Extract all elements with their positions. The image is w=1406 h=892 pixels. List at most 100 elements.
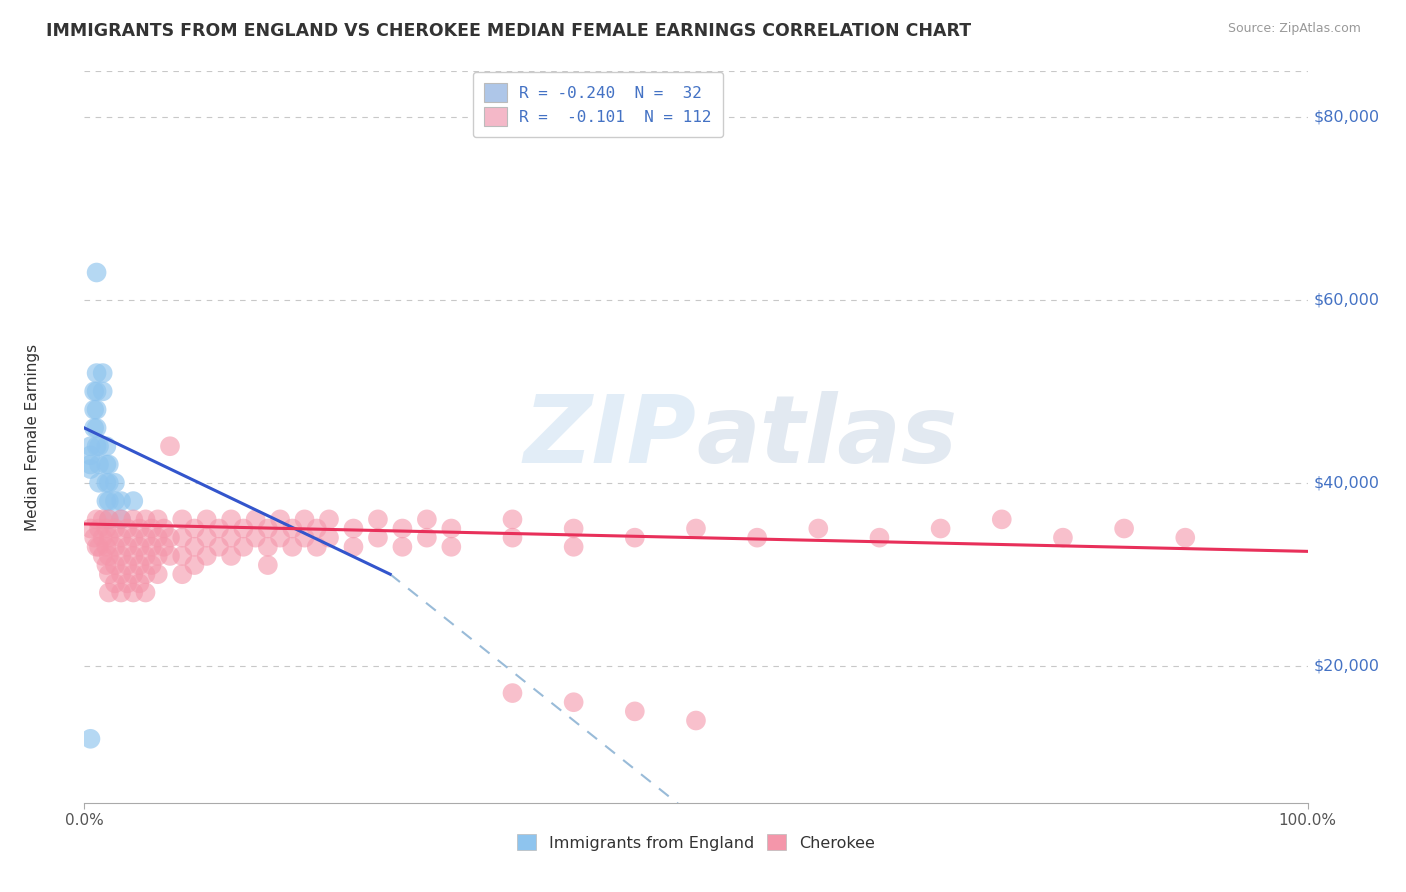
Point xyxy=(624,531,647,545)
Point xyxy=(96,475,118,490)
Point xyxy=(97,512,120,526)
Point xyxy=(391,540,413,554)
Point xyxy=(128,540,150,554)
Point xyxy=(281,521,304,535)
Point xyxy=(141,521,163,535)
Point xyxy=(86,384,108,399)
Point xyxy=(87,521,110,535)
Point xyxy=(87,540,110,554)
Point xyxy=(929,521,952,535)
Point xyxy=(245,531,267,545)
Point xyxy=(208,521,231,535)
Point xyxy=(83,402,105,417)
Text: $20,000: $20,000 xyxy=(1313,658,1379,673)
Point xyxy=(91,549,114,563)
Point xyxy=(86,540,108,554)
Point xyxy=(97,549,120,563)
Point xyxy=(172,567,194,582)
Point xyxy=(104,475,127,490)
Point xyxy=(440,521,463,535)
Point xyxy=(86,402,108,417)
Text: $80,000: $80,000 xyxy=(1313,110,1379,125)
Point xyxy=(141,540,163,554)
Point xyxy=(1174,531,1197,545)
Point xyxy=(86,366,108,380)
Point xyxy=(96,540,118,554)
Point xyxy=(104,494,127,508)
Point xyxy=(146,512,169,526)
Text: $40,000: $40,000 xyxy=(1313,475,1379,491)
Point xyxy=(87,439,110,453)
Point xyxy=(115,576,138,591)
Point xyxy=(624,705,647,719)
Point xyxy=(122,531,145,545)
Point xyxy=(79,439,101,453)
Point xyxy=(83,531,105,545)
Point xyxy=(96,558,118,573)
Text: $60,000: $60,000 xyxy=(1313,293,1379,308)
Point xyxy=(122,567,145,582)
Point xyxy=(122,585,145,599)
Point xyxy=(146,567,169,582)
Point xyxy=(172,512,194,526)
Point xyxy=(97,512,120,526)
Point xyxy=(122,549,145,563)
Point xyxy=(159,549,181,563)
Point xyxy=(502,512,524,526)
Point xyxy=(115,540,138,554)
Point xyxy=(86,512,108,526)
Point xyxy=(257,558,280,573)
Point xyxy=(135,512,157,526)
Point xyxy=(342,540,364,554)
Point xyxy=(79,731,101,746)
Point xyxy=(115,558,138,573)
Point xyxy=(97,531,120,545)
Point xyxy=(110,585,132,599)
Point xyxy=(97,585,120,599)
Point xyxy=(110,512,132,526)
Point xyxy=(97,567,120,582)
Point xyxy=(104,558,127,573)
Point xyxy=(502,686,524,700)
Point xyxy=(96,439,118,453)
Point xyxy=(305,521,328,535)
Point xyxy=(685,714,707,728)
Point xyxy=(79,521,101,535)
Point xyxy=(91,366,114,380)
Point xyxy=(294,512,316,526)
Point xyxy=(159,439,181,453)
Point xyxy=(281,540,304,554)
Point xyxy=(562,695,585,709)
Point xyxy=(135,567,157,582)
Point xyxy=(416,531,439,545)
Point xyxy=(172,531,194,545)
Text: atlas: atlas xyxy=(696,391,957,483)
Point xyxy=(83,421,105,435)
Point xyxy=(91,512,114,526)
Point xyxy=(305,540,328,554)
Point xyxy=(110,531,132,545)
Point xyxy=(122,512,145,526)
Point xyxy=(87,458,110,472)
Point xyxy=(183,558,205,573)
Point xyxy=(195,549,218,563)
Point xyxy=(391,521,413,535)
Point xyxy=(232,540,254,554)
Point xyxy=(104,521,127,535)
Text: IMMIGRANTS FROM ENGLAND VS CHEROKEE MEDIAN FEMALE EARNINGS CORRELATION CHART: IMMIGRANTS FROM ENGLAND VS CHEROKEE MEDI… xyxy=(46,22,972,40)
Point xyxy=(86,421,108,435)
Point xyxy=(96,458,118,472)
Point xyxy=(991,512,1014,526)
Point xyxy=(257,540,280,554)
Point xyxy=(97,475,120,490)
Point xyxy=(232,521,254,535)
Point xyxy=(183,521,205,535)
Point xyxy=(87,475,110,490)
Point xyxy=(219,531,242,545)
Point xyxy=(110,494,132,508)
Point xyxy=(97,494,120,508)
Text: Median Female Earnings: Median Female Earnings xyxy=(25,343,41,531)
Point xyxy=(110,549,132,563)
Point xyxy=(219,512,242,526)
Point xyxy=(128,558,150,573)
